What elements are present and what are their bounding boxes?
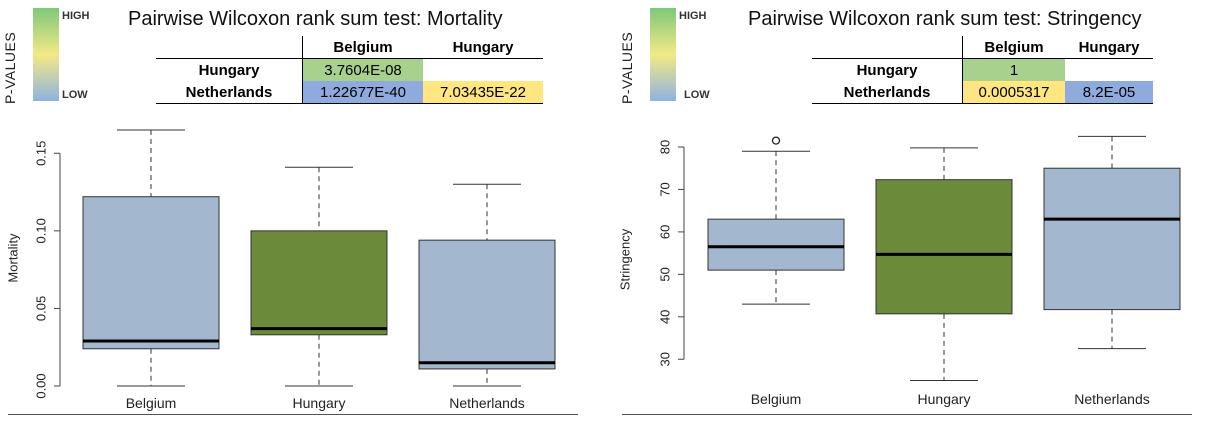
pvalue-legend-title: P-VALUES — [2, 31, 18, 104]
pvalue-cell: 7.03435E-22 — [423, 81, 543, 104]
y-axis-title: Stringency — [617, 228, 632, 290]
col-header-belgium: Belgium — [302, 36, 423, 59]
pvalue-legend-low: LOW — [62, 89, 88, 101]
mortality-boxplot: 0.00 0.05 0.10 0.15 Mortality Belgium Hungary N… — [5, 129, 556, 411]
pvalue-cell-empty — [423, 58, 543, 81]
pvalue-legend-high: HIGH — [62, 10, 90, 22]
panel-divider-line — [622, 414, 1192, 415]
row-header-netherlands: Netherlands — [156, 81, 303, 104]
y-tick-label: 50 — [657, 267, 672, 281]
pvalue-cell: 3.7604E-08 — [302, 58, 423, 81]
col-header-hungary: Hungary — [452, 38, 514, 56]
y-tick-label: 0.10 — [33, 218, 48, 243]
stringency-test-title: Pairwise Wilcoxon rank sum test: Stringe… — [748, 8, 1142, 30]
box-hungary — [250, 230, 388, 336]
row-header-hungary: Hungary — [812, 58, 963, 81]
y-axis-title: Mortality — [5, 233, 20, 283]
pvalue-legend-high: HIGH — [679, 10, 707, 22]
x-tick-label: Netherlands — [1074, 391, 1150, 407]
box-belgium — [82, 196, 220, 350]
pvalue-legend-low: LOW — [684, 89, 710, 101]
stringency-boxplot: 30 40 50 60 70 80 Stringency Belgium Hungary Neth… — [617, 135, 1181, 407]
pvalue-cell: 8.2E-05 — [1065, 81, 1153, 104]
x-tick-label: Hungary — [918, 391, 971, 407]
box-hungary — [875, 179, 1013, 315]
box-netherlands — [1043, 167, 1181, 311]
pvalue-legend-title: P-VALUES — [619, 31, 635, 104]
y-tick-label: 80 — [657, 140, 672, 154]
pvalue-cell: 0.0005317 — [962, 81, 1065, 104]
pvalue-cell: 1.22677E-40 — [302, 81, 423, 104]
pvalue-cell-empty — [1065, 58, 1153, 81]
box-netherlands — [418, 239, 556, 370]
x-tick-label: Netherlands — [449, 395, 525, 411]
pvalue-cell: 1 — [962, 58, 1065, 81]
col-header-hungary: Hungary — [1078, 38, 1140, 56]
y-tick-label: 0.00 — [33, 373, 48, 398]
y-tick-label: 0.05 — [33, 296, 48, 321]
pvalue-legend-gradient — [33, 8, 59, 101]
y-tick-label: 0.15 — [33, 141, 48, 166]
mortality-panel: P-VALUES HIGH LOW Pairwise Wilcoxon rank… — [2, 8, 578, 415]
y-tick-label: 60 — [657, 225, 672, 239]
mortality-test-title: Pairwise Wilcoxon rank sum test: Mortali… — [128, 8, 503, 30]
mortality-pvalue-table: Belgium Hungary Hungary 3.7604E-08 Nethe… — [156, 36, 543, 104]
x-tick-label: Hungary — [293, 395, 346, 411]
col-header-belgium: Belgium — [962, 36, 1065, 59]
y-tick-label: 70 — [657, 182, 672, 196]
box-belgium — [707, 218, 845, 271]
outlier-point — [771, 136, 781, 145]
pvalue-legend-gradient — [650, 8, 676, 101]
y-tick-label: 30 — [657, 352, 672, 366]
x-tick-label: Belgium — [751, 391, 802, 407]
row-header-hungary: Hungary — [156, 58, 303, 81]
stringency-panel: P-VALUES HIGH LOW Pairwise Wilcoxon rank… — [612, 0, 1224, 426]
y-tick-label: 40 — [657, 310, 672, 324]
stringency-pvalue-table: Belgium Hungary Hungary 1 Netherlands 0.… — [812, 36, 1153, 104]
row-header-netherlands: Netherlands — [812, 81, 963, 104]
x-tick-label: Belgium — [126, 395, 177, 411]
panel-divider-line — [8, 414, 578, 415]
